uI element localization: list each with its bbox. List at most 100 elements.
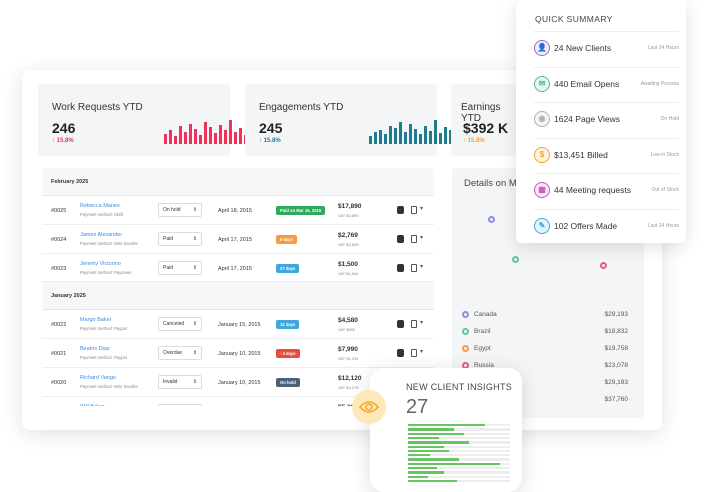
status-select[interactable]: On hold⇕	[158, 203, 202, 217]
client-name-link[interactable]: Jeremy Victorino	[80, 260, 121, 267]
spark-bar	[219, 125, 222, 144]
insight-bar-track	[408, 467, 510, 470]
spark-bar	[199, 135, 202, 144]
summary-item[interactable]: ✉ 440 Email Opens Awaiting Process	[534, 66, 679, 103]
table-row[interactable]: #0025 Rebecca Manes Payment method: Skri…	[42, 196, 434, 225]
spark-bar	[414, 129, 417, 144]
chevron-down-icon[interactable]: ▾	[420, 320, 424, 327]
status-select[interactable]: Paid ⇕	[158, 260, 202, 275]
summary-item[interactable]: $ $13,451 Billed Low in Stock	[534, 137, 679, 174]
edit-icon[interactable]	[397, 263, 404, 272]
status-select[interactable]: Overdue ⇕	[158, 346, 202, 361]
invoice-amount: $7,990	[338, 346, 358, 354]
country-name: Canada	[474, 311, 497, 318]
document-icon[interactable]	[411, 234, 417, 243]
quick-summary-panel: QUICK SUMMARY 👤 24 New Clients Last 24 H…	[516, 0, 686, 243]
insight-bar-track	[408, 428, 510, 431]
new-client-insights-card: NEW CLIENT INSIGHTS 27	[352, 368, 522, 492]
chevron-down-icon[interactable]: ▾	[420, 349, 424, 356]
spark-bar	[434, 120, 437, 144]
status-select[interactable]: Canceled ⇕	[158, 317, 202, 332]
country-name: Brazil	[474, 328, 491, 335]
insight-bar	[408, 445, 444, 448]
kpi-value: $392 K	[463, 120, 509, 136]
status-select[interactable]: Paid ⇕	[158, 231, 202, 246]
edit-icon[interactable]	[397, 206, 404, 214]
arrow-up-icon: ↑	[259, 138, 262, 144]
summary-status: Low in Stock	[650, 151, 679, 158]
status-badge: 5 days	[276, 234, 298, 244]
summary-item[interactable]: 👤 24 New Clients Last 24 Hours	[534, 31, 679, 67]
invoice-table: February 2025 #0025 Rebecca Manes Paymen…	[42, 168, 434, 406]
insight-bar	[408, 479, 457, 483]
insight-bar-track	[408, 449, 510, 453]
document-icon[interactable]	[411, 349, 417, 358]
spark-bar	[214, 133, 217, 144]
kpi-delta: ↑ 15.8%	[52, 138, 74, 144]
status-select[interactable]: Invalid ⇕	[158, 374, 202, 389]
payment-method: Payment method: Payoneer	[80, 269, 132, 275]
spark-bar	[409, 124, 412, 144]
summary-item[interactable]: ◉ 1624 Page Views On Hold	[534, 102, 679, 138]
chevron-down-icon[interactable]: ▾	[420, 234, 424, 241]
spark-bar	[444, 127, 447, 144]
invoice-amount: $2,769	[338, 231, 358, 239]
table-row[interactable]: #0023 Jeremy Victorino Payment method: P…	[42, 254, 434, 283]
spark-bar	[164, 134, 167, 144]
edit-icon[interactable]	[397, 234, 404, 243]
kpi-title: Earnings YTD	[461, 102, 501, 124]
insight-bar	[408, 458, 459, 461]
country-value: $37,760	[604, 396, 629, 403]
spark-bar	[424, 126, 427, 144]
document-icon[interactable]	[411, 206, 417, 214]
edit-icon[interactable]	[397, 320, 404, 329]
chevron-down-icon[interactable]: ▾	[420, 206, 424, 212]
client-name-link[interactable]: Beatrix Diaz	[80, 346, 110, 353]
client-name-link[interactable]: Will Baker	[80, 404, 105, 406]
spark-bar	[419, 134, 422, 144]
edit-icon[interactable]	[397, 349, 404, 358]
invoice-date: January 10, 2015	[218, 379, 261, 386]
table-row[interactable]: #0019 Will Baker Payment method: Paypal …	[42, 397, 434, 406]
spark-bar	[404, 132, 407, 144]
client-name-link[interactable]: Margo Baker	[80, 317, 112, 324]
country-value: $29,193	[604, 379, 629, 386]
spark-bar	[439, 133, 442, 144]
client-name-link[interactable]: James Alexander	[80, 231, 123, 238]
insight-bar	[408, 449, 449, 453]
kpi-title: Engagements YTD	[259, 102, 344, 113]
document-icon[interactable]	[411, 320, 417, 329]
status-badge: - 3 days	[276, 349, 300, 359]
insight-bar	[408, 467, 437, 470]
document-icon[interactable]	[411, 263, 417, 272]
insight-bar	[408, 441, 470, 444]
summary-item[interactable]: ▦ 44 Meeting requests Out of Stock	[534, 173, 679, 209]
country-value: $19,758	[604, 345, 629, 352]
map-marker[interactable]	[488, 216, 495, 223]
summary-item[interactable]: ✎ 102 Offers Made Last 24 Hours	[534, 208, 679, 245]
invoice-vat: VAT $2,839	[338, 241, 359, 247]
invoice-id: #0023	[51, 265, 67, 272]
kpi-title: Work Requests YTD	[52, 102, 143, 113]
client-name-link[interactable]: Rebecca Manes	[80, 203, 120, 209]
table-row[interactable]: #0024 James Alexander Payment method: Wi…	[42, 225, 434, 254]
insight-bar	[408, 436, 439, 440]
map-marker[interactable]	[512, 256, 519, 263]
insight-bar	[408, 471, 444, 474]
invoice-date: April 17, 2015	[218, 236, 252, 243]
arrow-down-icon: ↑	[52, 138, 55, 144]
kpi-card-engagements: Engagements YTD 245 ↑ 15.8%	[245, 84, 467, 156]
map-marker[interactable]	[600, 262, 607, 269]
client-name-link[interactable]: Richard Vango	[80, 374, 116, 381]
status-select[interactable]: On hold⇕	[158, 403, 202, 406]
spark-bar	[179, 126, 182, 144]
table-row[interactable]: #0021 Beatrix Diaz Payment method: Paypa…	[42, 339, 434, 368]
select-arrows-icon: ⇕	[192, 321, 197, 328]
insight-bar	[408, 475, 429, 478]
invoice-vat: VAT $4,890	[338, 213, 359, 218]
table-row[interactable]: #0022 Margo Baker Payment method: Paypal…	[42, 310, 434, 340]
chevron-down-icon[interactable]: ▾	[420, 263, 424, 270]
country-value: $29,193	[604, 311, 629, 318]
table-row[interactable]: #0020 Richard Vango Payment method: Wire…	[42, 368, 434, 397]
spark-bar	[234, 132, 237, 144]
